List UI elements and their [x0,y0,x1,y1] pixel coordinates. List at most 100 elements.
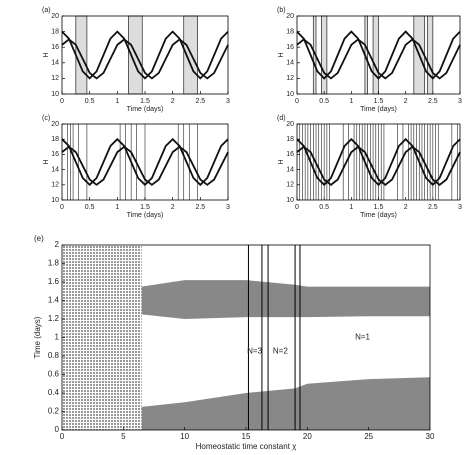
y-tick-label: 16 [286,44,294,51]
x-tick-label: 0 [60,432,65,441]
y-tick-label: 0.6 [48,370,60,379]
y-tick-label: 14 [286,60,294,67]
y-tick-label: 12 [286,182,294,189]
y-tick-label: 14 [286,166,294,173]
x-tick-label: 0.5 [85,98,95,105]
band [62,245,142,430]
x-tick-label: 5 [121,432,126,441]
panel-label: (d) [277,115,286,122]
x-tick-label: 1.5 [374,204,384,211]
annotation: N=3 [247,346,262,355]
x-axis-label: Time (days) [127,106,164,113]
panel: 0 0.5 1 1.5 2 2.5 3 10 12 14 16 18 20 Time (days) H (c) [42,115,230,219]
curve [296,137,461,187]
x-tick-label: 1.5 [140,204,150,211]
band [141,377,430,430]
x-tick-label: 0 [60,204,64,211]
x-tick-label: 1 [115,98,119,105]
x-tick-label: 3 [226,98,230,105]
x-tick-label: 0.5 [319,204,329,211]
x-tick-label: 10 [180,432,189,441]
y-tick-label: 0.4 [48,388,60,397]
curve [296,145,461,186]
y-tick-label: 0.2 [48,407,60,416]
y-tick-label: 1.2 [48,314,60,323]
y-axis-label: H [278,52,285,57]
annotation: N=1 [355,333,370,342]
y-tick-label: 16 [51,151,59,158]
x-tick-label: 0.5 [85,204,95,211]
y-axis-label: H [43,52,50,57]
panel-label: (c) [42,115,50,122]
x-tick-label: 0 [60,98,64,105]
x-tick-label: 1 [115,204,119,211]
annotation: N=2 [273,346,288,355]
x-tick-label: 2 [171,98,175,105]
x-tick-label: 25 [364,432,373,441]
shaded-interval [321,15,328,95]
y-tick-label: 20 [51,13,59,20]
curve [296,30,461,80]
y-tick-label: 18 [286,28,294,35]
x-axis-label: Time (days) [360,212,397,219]
x-tick-label: 2.5 [195,204,205,211]
y-tick-label: 1.6 [48,277,60,286]
shaded-interval [372,15,379,95]
y-tick-label: 20 [286,13,294,20]
y-tick-label: 1.8 [48,259,60,268]
curve [61,137,229,187]
y-tick-label: 10 [286,91,294,98]
y-tick-label: 16 [286,151,294,158]
band [141,280,430,319]
y-tick-label: 2 [55,240,60,249]
shaded-interval [427,15,434,95]
x-tick-label: 15 [242,432,251,441]
curve [61,30,229,80]
panel-label: (a) [42,7,51,14]
x-tick-label: 1 [349,98,353,105]
panel-label: (e) [34,234,44,243]
x-tick-label: 0.5 [319,98,329,105]
y-tick-label: 10 [286,197,294,204]
y-tick-label: 0 [55,425,60,434]
x-tick-label: 20 [303,432,312,441]
x-tick-label: 2.5 [428,204,438,211]
y-tick-label: 10 [51,197,59,204]
y-tick-label: 16 [51,44,59,51]
y-tick-label: 18 [51,28,59,35]
panel-label: (b) [277,7,286,14]
y-tick-label: 10 [51,91,59,98]
y-tick-label: 12 [51,182,59,189]
y-tick-label: 20 [286,121,294,128]
curve [296,38,461,80]
x-tick-label: 1 [349,204,353,211]
y-tick-label: 18 [51,136,59,143]
y-tick-label: 12 [51,75,59,82]
x-tick-label: 2 [404,98,408,105]
x-tick-label: 2 [171,204,175,211]
y-tick-label: 1.4 [48,296,60,305]
x-tick-label: 0 [295,204,299,211]
x-tick-label: 30 [426,432,435,441]
x-tick-label: 0 [295,98,299,105]
panel: N=3 N=2 N=1 0 5 10 15 20 25 30 0 0.2 0.4 0.6 0.8 1 1.2 1.… [33,234,435,451]
x-tick-label: 1.5 [140,98,150,105]
x-tick-label: 3 [458,204,462,211]
x-axis-label: Time (days) [127,212,164,219]
y-axis-label: Time (days) [33,316,42,358]
panel: 0 0.5 1 1.5 2 2.5 3 10 12 14 16 18 20 Time (days) H (d) [277,115,462,219]
y-tick-label: 20 [51,121,59,128]
x-tick-label: 3 [458,98,462,105]
curve [61,38,229,80]
curve [61,145,229,186]
panel: 0 0.5 1 1.5 2 2.5 3 10 12 14 16 18 20 Time (days) H (a) [42,7,230,113]
x-tick-label: 3 [226,204,230,211]
y-tick-label: 14 [51,60,59,67]
y-tick-label: 0.8 [48,351,60,360]
y-tick-label: 1 [55,333,60,342]
x-tick-label: 2.5 [195,98,205,105]
y-tick-label: 14 [51,166,59,173]
x-tick-label: 2.5 [428,98,438,105]
